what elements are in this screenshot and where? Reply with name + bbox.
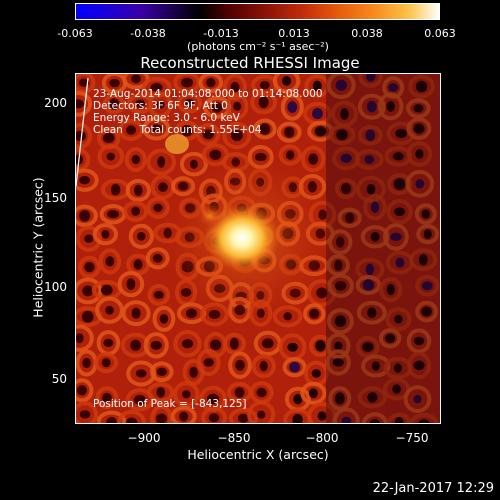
x-tick-label: −900 <box>127 431 161 445</box>
x-tick-label: −800 <box>305 431 339 445</box>
energy-range: Energy Range: 3.0 - 6.0 keV <box>93 112 240 124</box>
image-title: Reconstructed RHESSI Image <box>140 54 360 72</box>
clean-total-counts: Clean Total counts: 1.55E+04 <box>93 124 262 136</box>
colorbar-tick: -0.038 <box>130 27 166 40</box>
colorbar-tick: -0.063 <box>57 27 93 40</box>
colorbar <box>75 3 440 20</box>
y-axis-label: Heliocentric Y (arcsec) <box>30 177 46 318</box>
peak-position: Position of Peak = [-843,125] <box>93 398 247 410</box>
y-tick-label: 50 <box>51 372 67 386</box>
detectors-info: Detectors: 3F 6F 9F, Att 0 <box>93 100 228 112</box>
x-tick-label: −850 <box>217 431 251 445</box>
generation-date: 22-Jan-2017 12:29 <box>372 481 494 496</box>
colorbar-tick: -0.013 <box>203 27 239 40</box>
colorbar-unit-label: (photons cm⁻² s⁻¹ asec⁻²) <box>187 40 329 53</box>
y-tick-label: 200 <box>44 96 67 110</box>
observation-time: 23-Aug-2014 01:04:08.000 to 01:14:08.000 <box>93 88 323 100</box>
x-axis-label: Heliocentric X (arcsec) <box>187 447 329 462</box>
y-tick-label: 150 <box>44 191 67 205</box>
colorbar-tick: 0.063 <box>424 27 456 40</box>
colorbar-tick: 0.013 <box>278 27 310 40</box>
rhessi-image-map <box>76 74 440 423</box>
colorbar-tick: 0.038 <box>351 27 383 40</box>
x-tick-label: −750 <box>395 431 429 445</box>
y-tick-label: 100 <box>44 280 67 294</box>
rhessi-image <box>75 73 441 424</box>
